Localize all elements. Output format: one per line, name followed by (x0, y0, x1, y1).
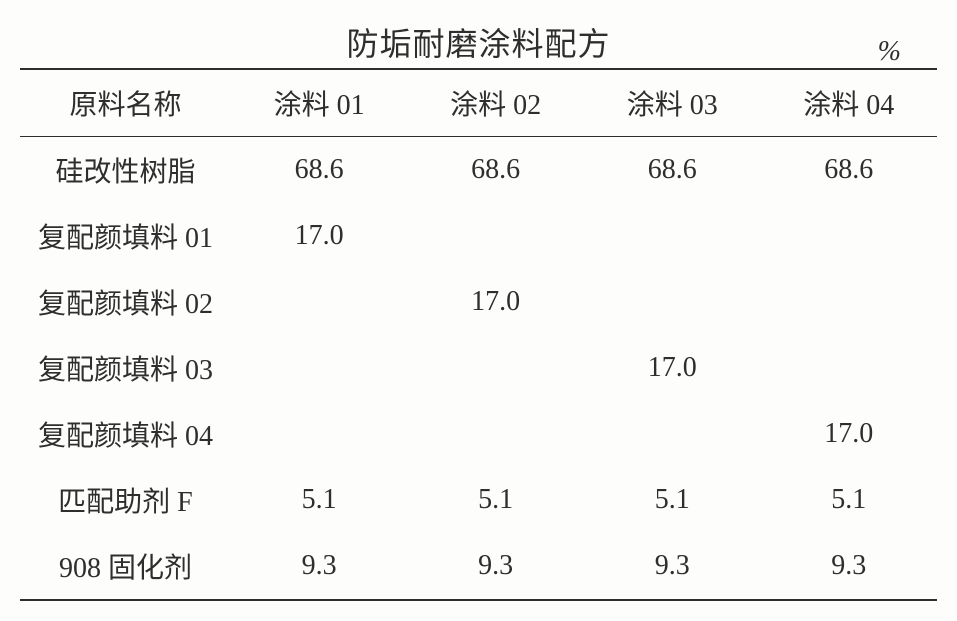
cell (584, 269, 761, 335)
table-row: 复配颜填料 03 17.0 (20, 335, 937, 401)
row-name: 复配颜填料 03 (20, 335, 231, 401)
table-row: 复配颜填料 01 17.0 (20, 203, 937, 269)
cell (760, 335, 937, 401)
cell: 68.6 (760, 137, 937, 204)
cell: 17.0 (584, 335, 761, 401)
column-header: 涂料 03 (584, 69, 761, 137)
row-name: 复配颜填料 04 (20, 401, 231, 467)
cell (231, 335, 408, 401)
row-name: 908 固化剂 (20, 533, 231, 600)
cell: 9.3 (584, 533, 761, 600)
cell: 5.1 (407, 467, 584, 533)
cell (760, 203, 937, 269)
row-name: 复配颜填料 02 (20, 269, 231, 335)
cell: 68.6 (584, 137, 761, 204)
title-row: 防垢耐磨涂料配方 % (20, 20, 937, 68)
cell (584, 401, 761, 467)
table-row: 匹配助剂 F 5.1 5.1 5.1 5.1 (20, 467, 937, 533)
column-header: 原料名称 (20, 69, 231, 137)
formulation-table-container: 防垢耐磨涂料配方 % 原料名称 涂料 01 涂料 02 涂料 03 涂料 04 … (20, 20, 937, 601)
table-row: 复配颜填料 02 17.0 (20, 269, 937, 335)
cell: 17.0 (231, 203, 408, 269)
cell (584, 203, 761, 269)
column-header: 涂料 02 (407, 69, 584, 137)
cell (407, 335, 584, 401)
cell: 9.3 (407, 533, 584, 600)
table-row: 复配颜填料 04 17.0 (20, 401, 937, 467)
cell: 9.3 (760, 533, 937, 600)
cell: 9.3 (231, 533, 408, 600)
row-name: 硅改性树脂 (20, 137, 231, 204)
column-header: 涂料 01 (231, 69, 408, 137)
cell: 5.1 (231, 467, 408, 533)
cell (760, 269, 937, 335)
cell: 5.1 (760, 467, 937, 533)
column-header: 涂料 04 (760, 69, 937, 137)
cell: 17.0 (760, 401, 937, 467)
table-row: 硅改性树脂 68.6 68.6 68.6 68.6 (20, 137, 937, 204)
unit-label: % (878, 36, 901, 68)
formulation-table: 原料名称 涂料 01 涂料 02 涂料 03 涂料 04 硅改性树脂 68.6 … (20, 68, 937, 601)
cell: 5.1 (584, 467, 761, 533)
table-body: 硅改性树脂 68.6 68.6 68.6 68.6 复配颜填料 01 17.0 … (20, 137, 937, 601)
table-row: 908 固化剂 9.3 9.3 9.3 9.3 (20, 533, 937, 600)
cell (407, 203, 584, 269)
table-title: 防垢耐磨涂料配方 (20, 20, 937, 68)
row-name: 复配颜填料 01 (20, 203, 231, 269)
cell (231, 401, 408, 467)
row-name: 匹配助剂 F (20, 467, 231, 533)
cell: 68.6 (407, 137, 584, 204)
table-header-row: 原料名称 涂料 01 涂料 02 涂料 03 涂料 04 (20, 69, 937, 137)
cell: 17.0 (407, 269, 584, 335)
cell (407, 401, 584, 467)
cell: 68.6 (231, 137, 408, 204)
cell (231, 269, 408, 335)
